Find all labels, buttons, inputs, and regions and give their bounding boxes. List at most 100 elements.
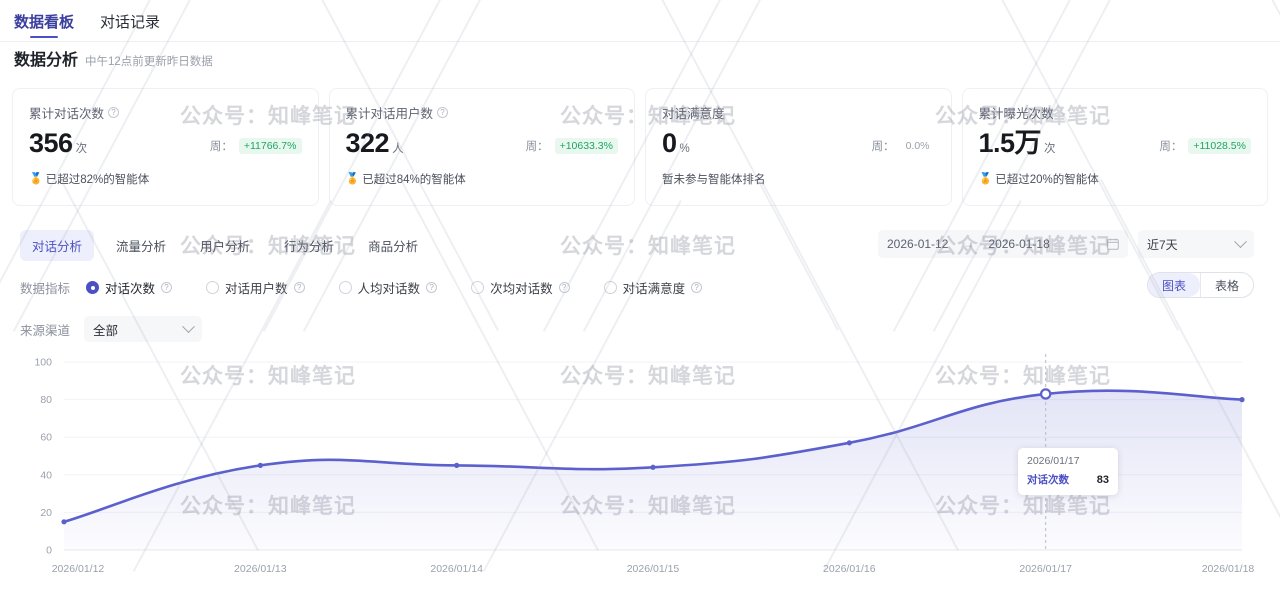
card-value-wrap: 0 % [662, 130, 690, 157]
chart-data-point[interactable] [454, 462, 460, 468]
metric-option-satisfaction[interactable]: 对话满意度 ? [603, 278, 703, 297]
card-header: 对话满意度 [662, 103, 935, 122]
card-delta-wrap: 周： +10633.3% [526, 138, 618, 157]
card-delta-wrap: 周： +11028.5% [1159, 138, 1251, 157]
metric-radio-group: 数据指标 对话次数 ? 对话用户数 ? 人均对话数 ? 次均对话数 ? [20, 278, 736, 297]
radio-dot-icon [471, 281, 485, 294]
chart-data-point[interactable] [650, 464, 656, 470]
card-title: 对话满意度 [662, 107, 725, 121]
medal-icon: 🏅 [345, 172, 360, 185]
help-icon[interactable]: ? [691, 282, 703, 293]
analysis-tab-user[interactable]: 用户分析 [188, 230, 262, 261]
conversation-line-chart: 0 20 40 60 80 100 2026/01/12 2026/01/13 2026/01/… [12, 346, 1268, 586]
y-axis-tick: 40 [40, 469, 52, 481]
card-body: 1.5万 次 周： +11028.5% [979, 130, 1251, 157]
quick-range-value: 近7天 [1147, 237, 1178, 252]
chart-tooltip: 2026/01/17 对话次数 83 [1018, 448, 1118, 495]
medal-icon: 🏅 [978, 172, 993, 185]
tab-conversation-log[interactable]: 对话记录 [100, 0, 160, 42]
tooltip-date: 2026/01/17 [1027, 455, 1080, 467]
calendar-icon[interactable] [1107, 238, 1119, 250]
tooltip-value: 83 [1096, 473, 1109, 486]
tab-conversation-log-label: 对话记录 [100, 13, 161, 31]
metric-option-label: 对话次数 [105, 282, 156, 296]
tooltip-series-name: 对话次数 [1027, 474, 1069, 486]
analysis-tab-label: 商品分析 [368, 240, 419, 254]
chart-data-point[interactable] [846, 440, 852, 446]
card-value: 1.5万 [978, 128, 1042, 158]
metric-option-avg-per-session[interactable]: 次均对话数 ? [471, 278, 570, 297]
help-icon[interactable]: ? [293, 282, 305, 293]
tab-dashboard-label: 数据看板 [14, 13, 75, 31]
x-axis-tick: 2026/01/12 [52, 563, 105, 575]
card-unit: 次 [75, 143, 88, 155]
card-body: 356 次 周： +11766.7% [29, 130, 302, 157]
stat-card-total-impressions: 累计曝光次数 1.5万 次 周： +11028.5% 🏅 已超过20%的智能体 [961, 88, 1268, 206]
source-channel-filter: 来源渠道 全部 [20, 316, 203, 342]
analysis-panel: 对话分析 流量分析 用户分析 行为分析 商品分析 2026-01-12 → 20… [12, 216, 1268, 588]
help-icon[interactable]: ? [426, 282, 438, 293]
view-mode-table[interactable]: 表格 [1199, 273, 1253, 297]
analysis-tab-product[interactable]: 商品分析 [356, 230, 430, 261]
radio-dot-icon [603, 281, 617, 294]
help-icon[interactable]: ? [161, 282, 173, 293]
source-channel-label: 来源渠道 [20, 323, 71, 338]
page-title: 数据分析 [14, 52, 79, 69]
stat-card-satisfaction: 对话满意度 0 % 周： 0.0% 暂未参与智能体排名 [645, 88, 952, 206]
card-delta-label: 周： [871, 141, 895, 153]
card-value: 322 [345, 128, 390, 158]
metric-option-label: 次均对话数 [490, 282, 553, 296]
card-value-wrap: 322 人 [346, 130, 404, 157]
metric-option-avg-per-user[interactable]: 人均对话数 ? [338, 278, 438, 297]
card-title: 累计对话次数 [29, 107, 105, 121]
card-delta-label: 周： [209, 141, 233, 153]
analysis-tab-behavior[interactable]: 行为分析 [272, 230, 346, 261]
tab-dashboard[interactable]: 数据看板 [14, 0, 74, 42]
chart-data-point[interactable] [61, 519, 67, 525]
chart-data-point[interactable] [257, 462, 263, 468]
help-icon[interactable]: ? [558, 282, 570, 293]
card-delta-badge: +11766.7% [238, 138, 302, 154]
card-delta-badge: +11028.5% [1188, 138, 1251, 154]
view-mode-chart[interactable]: 图表 [1147, 273, 1200, 297]
metric-option-conversation-users[interactable]: 对话用户数 ? [206, 278, 305, 297]
card-unit: % [679, 143, 690, 155]
metric-option-label: 对话满意度 [622, 282, 686, 296]
card-header: 累计对话次数 ? [29, 103, 302, 122]
page-subtitle: 中午12点前更新昨日数据 [85, 56, 213, 68]
y-axis-tick: 0 [46, 545, 52, 557]
analysis-tab-list: 对话分析 流量分析 用户分析 行为分析 商品分析 [20, 230, 430, 261]
card-delta-wrap: 周： +11766.7% [210, 138, 302, 157]
x-axis-tick: 2026/01/16 [823, 563, 876, 575]
analysis-tab-conversation[interactable]: 对话分析 [20, 230, 95, 261]
chart-svg: 0 20 40 60 80 100 2026/01/12 2026/01/13 2026/01/… [34, 354, 1254, 575]
metric-option-conversation-count[interactable]: 对话次数 ? [86, 278, 173, 297]
chart-data-point[interactable] [1239, 397, 1245, 403]
stat-card-total-users: 累计对话用户数 ? 322 人 周： +10633.3% 🏅 已超过84%的智能… [328, 88, 635, 206]
date-range-picker[interactable]: 2026-01-12 → 2026-01-18 [878, 230, 1128, 258]
metric-option-label: 对话用户数 [225, 282, 288, 296]
card-value-wrap: 1.5万 次 [979, 130, 1056, 157]
y-axis-tick: 60 [40, 432, 52, 444]
date-range-end[interactable]: 2026-01-18 [988, 237, 1050, 251]
card-footnote: 已超过84%的智能体 [362, 174, 466, 186]
radio-dot-icon [206, 281, 220, 294]
card-footer: 暂未参与智能体排名 [662, 171, 935, 187]
analysis-tab-label: 对话分析 [32, 240, 83, 254]
x-axis-tick: 2026/01/17 [1019, 563, 1072, 575]
chart-active-data-point[interactable] [1039, 388, 1052, 400]
help-icon[interactable]: ? [437, 107, 449, 118]
date-range-start[interactable]: 2026-01-12 [887, 237, 949, 251]
card-delta-label: 周： [525, 141, 549, 153]
card-value-wrap: 356 次 [29, 130, 87, 157]
source-channel-select[interactable]: 全部 [84, 316, 203, 342]
top-tab-list: 数据看板 对话记录 [0, 0, 1280, 42]
analysis-tab-traffic[interactable]: 流量分析 [104, 230, 178, 261]
help-icon[interactable]: ? [108, 107, 120, 118]
card-header: 累计对话用户数 ? [346, 103, 619, 122]
analysis-tab-label: 流量分析 [116, 240, 167, 254]
card-body: 0 % 周： 0.0% [662, 130, 935, 157]
quick-range-select[interactable]: 近7天 [1138, 230, 1254, 258]
section-heading: 数据分析 中午12点前更新昨日数据 [14, 46, 213, 70]
